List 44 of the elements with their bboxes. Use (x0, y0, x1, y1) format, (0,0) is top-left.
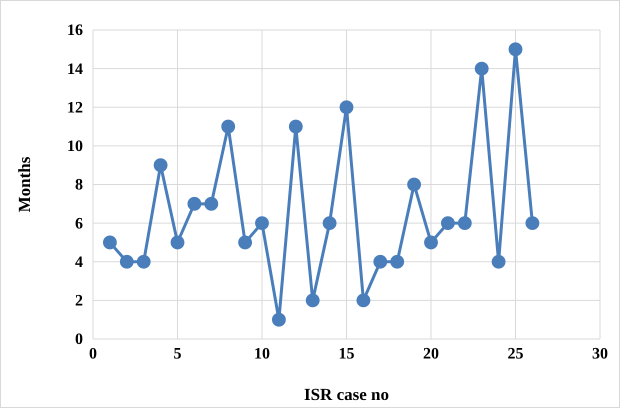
point (221, 120, 236, 134)
point (204, 196, 218, 211)
point (508, 42, 522, 56)
x-tick-label: 10 (254, 345, 270, 362)
point (407, 178, 422, 192)
point (340, 100, 354, 114)
point (272, 312, 286, 327)
point (424, 236, 438, 250)
point (525, 216, 540, 230)
y-tick-label: 10 (67, 138, 83, 155)
point (102, 236, 117, 250)
y-tick-label: 8 (75, 176, 83, 194)
point (474, 62, 489, 76)
point (170, 236, 184, 250)
x-tick-label: 5 (174, 345, 182, 362)
point (458, 216, 472, 230)
x-axis-title: ISR case no (304, 385, 390, 404)
y-tick-label: 2 (75, 292, 83, 310)
x-tick-label: 0 (89, 345, 97, 362)
y-tick-label: 16 (67, 22, 83, 40)
y-tick-label: 6 (75, 215, 83, 232)
point (288, 120, 303, 134)
point (440, 216, 455, 230)
point (120, 254, 134, 269)
point (306, 293, 320, 308)
point (322, 216, 337, 230)
x-tick-label: 20 (423, 345, 439, 362)
point (373, 254, 388, 269)
y-axis-title: Months (15, 156, 34, 212)
point (356, 293, 370, 308)
y-tick-label: 0 (75, 331, 83, 348)
point (492, 254, 506, 269)
point (238, 236, 252, 250)
y-tick-label: 14 (67, 60, 83, 78)
x-tick-label: 30 (592, 345, 608, 362)
point (187, 196, 202, 211)
y-tick-label: 12 (67, 99, 83, 116)
point (390, 254, 404, 269)
point (136, 254, 151, 269)
point (154, 158, 168, 172)
point (255, 216, 269, 230)
x-tick-label: 25 (508, 345, 524, 362)
y-tick-label: 4 (75, 254, 83, 271)
x-tick-label: 15 (338, 345, 354, 362)
